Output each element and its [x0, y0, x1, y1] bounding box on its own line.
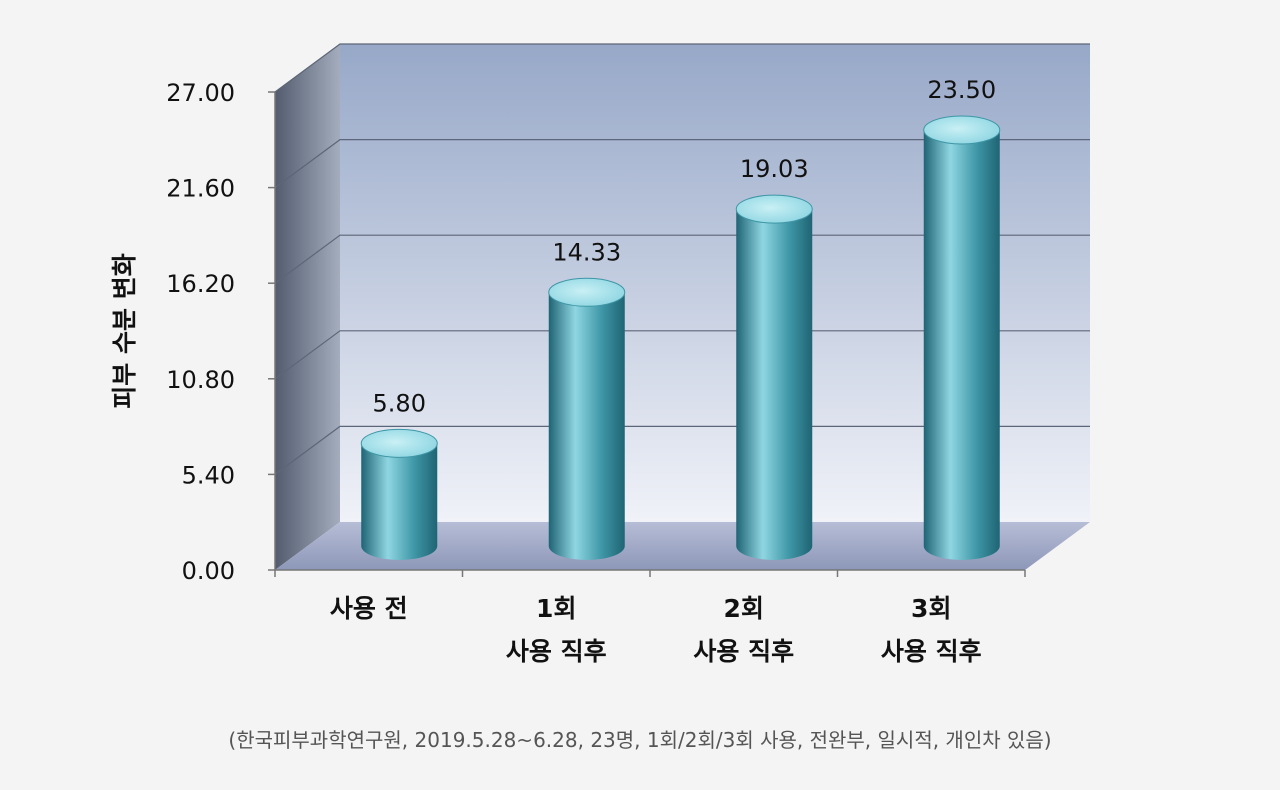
x-category-label: 사용 직후 [881, 637, 982, 666]
bar-body [548, 292, 625, 560]
gridline [274, 43, 1090, 93]
bar-cap [735, 194, 813, 224]
gridline [274, 425, 1090, 475]
y-axis-title: 피부 수분 변화 [110, 253, 139, 408]
x-category-label: 사용 직후 [693, 637, 794, 666]
gridline [274, 139, 1090, 189]
data-label: 5.80 [373, 389, 426, 417]
floor [275, 522, 1090, 570]
x-category-label: 사용 전 [330, 594, 408, 623]
bar-body [923, 129, 1000, 561]
bar [923, 115, 1001, 561]
y-tick-label: 10.80 [166, 366, 235, 394]
x-category-label: 2회 [724, 594, 764, 623]
gridline [274, 234, 1090, 284]
y-tick-label: 5.40 [182, 461, 235, 489]
side-wall [275, 44, 340, 570]
x-category-label: 3회 [911, 594, 951, 623]
data-label: 14.33 [552, 238, 621, 266]
data-label: 19.03 [740, 155, 809, 183]
bar-cap [548, 277, 626, 307]
x-category-label: 사용 직후 [506, 637, 607, 666]
y-tick-label: 21.60 [166, 175, 235, 203]
bar-cap [923, 115, 1001, 145]
bar-body [361, 443, 438, 560]
y-tick-label: 16.20 [166, 270, 235, 298]
y-tick-label: 27.00 [166, 79, 235, 107]
bar-body [736, 209, 813, 561]
gridline [274, 330, 1090, 380]
bar-cap [360, 428, 438, 458]
footnote: (한국피부과학연구원, 2019.5.28~6.28, 23명, 1회/2회/3… [228, 728, 1052, 752]
bar [735, 194, 813, 561]
x-category-label: 1회 [536, 594, 576, 623]
bar [548, 277, 626, 560]
y-tick-label: 0.00 [182, 557, 235, 585]
data-label: 23.50 [927, 76, 996, 104]
bar [360, 428, 438, 560]
